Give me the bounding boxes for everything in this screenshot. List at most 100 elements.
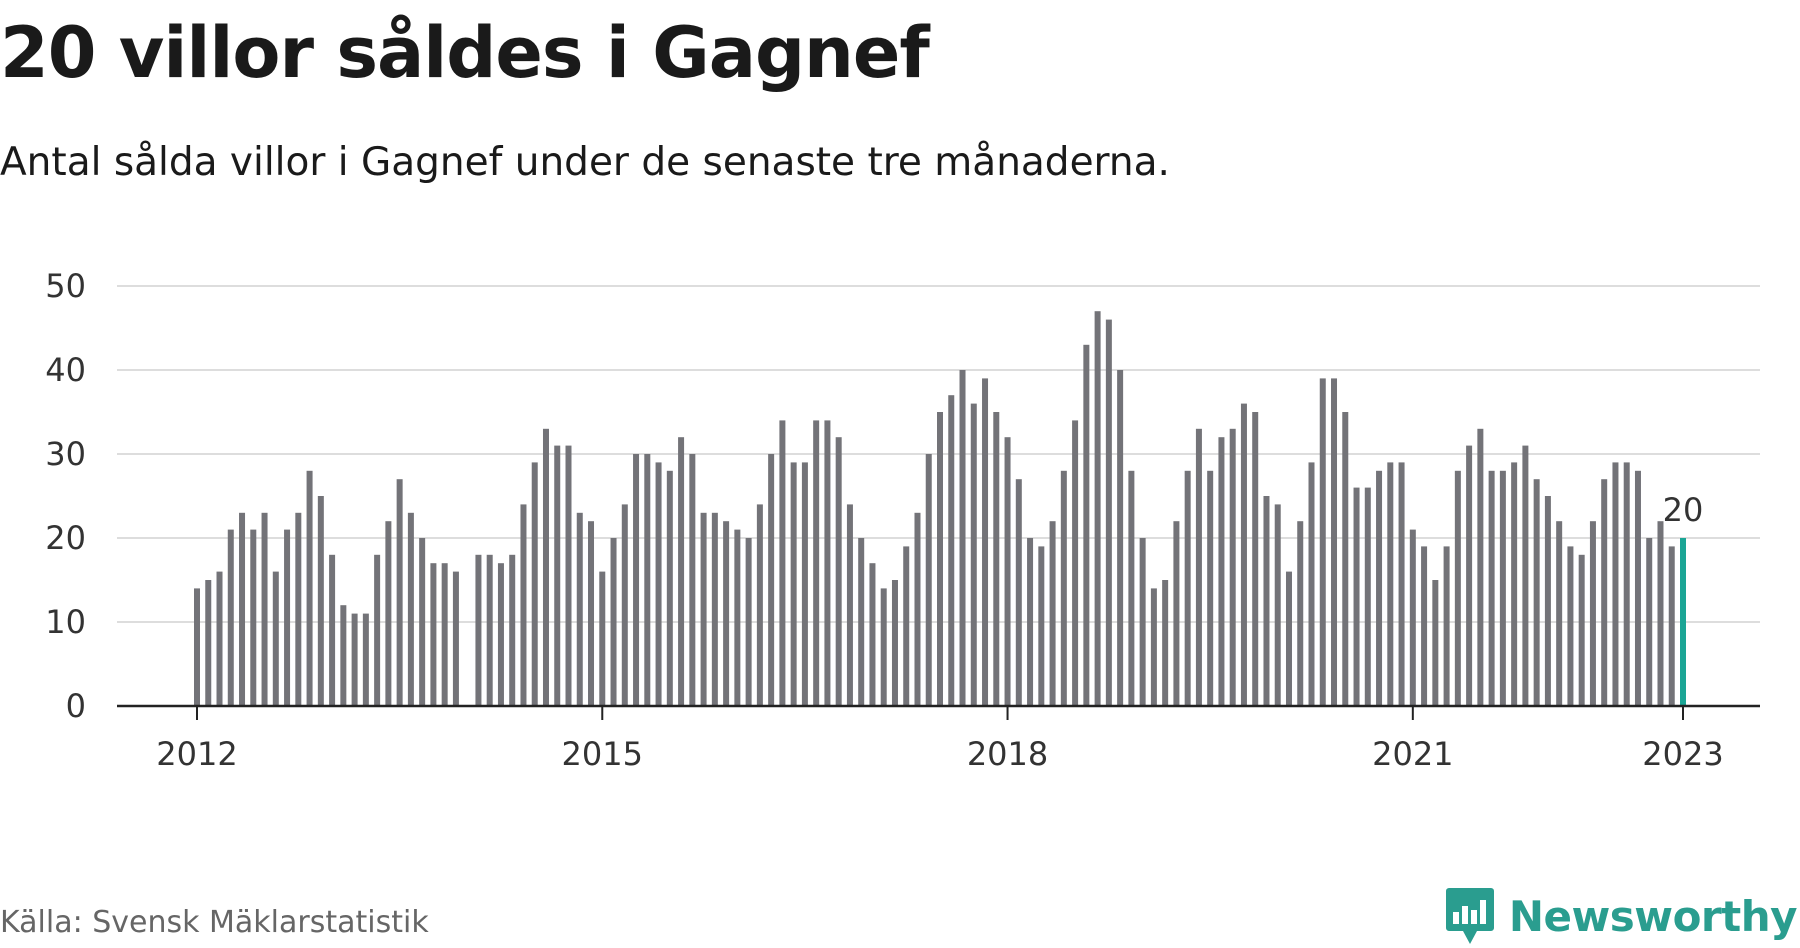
y-tick-label: 50 bbox=[45, 267, 86, 305]
bar bbox=[914, 512, 921, 706]
brand-logo[interactable]: Newsworthy bbox=[1445, 886, 1798, 946]
highlight-bar bbox=[1680, 538, 1686, 706]
bar bbox=[666, 470, 673, 706]
bar bbox=[1612, 462, 1619, 706]
bar bbox=[723, 521, 730, 706]
bar bbox=[227, 529, 234, 706]
bar bbox=[745, 538, 752, 706]
y-tick-label: 20 bbox=[45, 519, 86, 557]
bar bbox=[475, 554, 482, 706]
bar bbox=[1657, 521, 1664, 706]
bar bbox=[486, 554, 493, 706]
bar bbox=[306, 470, 313, 706]
bar bbox=[1150, 588, 1157, 706]
bar bbox=[317, 496, 324, 706]
data-labels: 20 bbox=[1663, 491, 1704, 529]
bar bbox=[1004, 437, 1011, 706]
bar bbox=[1105, 319, 1112, 706]
bar bbox=[216, 571, 223, 706]
bar bbox=[970, 403, 977, 706]
bar bbox=[880, 588, 887, 706]
x-tick-label: 2021 bbox=[1372, 735, 1453, 773]
bar bbox=[801, 462, 808, 706]
bar bbox=[1601, 479, 1608, 706]
bar bbox=[1308, 462, 1315, 706]
bars bbox=[194, 311, 1686, 706]
bar bbox=[869, 563, 876, 706]
bar bbox=[554, 445, 561, 706]
bar bbox=[497, 563, 504, 706]
bar bbox=[925, 454, 932, 706]
bar bbox=[1049, 521, 1056, 706]
bar bbox=[295, 512, 302, 706]
bar bbox=[1556, 521, 1563, 706]
bar bbox=[1094, 311, 1101, 706]
bar bbox=[441, 563, 448, 706]
bar bbox=[858, 538, 865, 706]
bar bbox=[261, 512, 268, 706]
bar bbox=[678, 437, 685, 706]
bar bbox=[1173, 521, 1180, 706]
brand-name: Newsworthy bbox=[1508, 891, 1798, 941]
bar bbox=[194, 588, 200, 706]
bar bbox=[1477, 428, 1484, 706]
bar bbox=[1207, 470, 1214, 706]
bar bbox=[1454, 470, 1461, 706]
bar bbox=[1060, 470, 1067, 706]
bar-chart: 0 10 20 30 40 50 2012 2015 2018 2021 2023 20 bbox=[45, 267, 1760, 773]
bar bbox=[1387, 462, 1394, 706]
source-note: Källa: Svensk Mäklarstatistik bbox=[0, 905, 429, 940]
chart-title: 20 villor såldes i Gagnef bbox=[0, 12, 930, 94]
x-tick-label: 2023 bbox=[1642, 735, 1723, 773]
bar bbox=[700, 512, 707, 706]
bar bbox=[1589, 521, 1596, 706]
bar bbox=[1623, 462, 1630, 706]
bar bbox=[419, 538, 426, 706]
bar bbox=[1668, 546, 1675, 706]
bar bbox=[430, 563, 437, 706]
x-tick-label: 2015 bbox=[562, 735, 643, 773]
bar bbox=[396, 479, 403, 706]
bar bbox=[385, 521, 392, 706]
bar bbox=[1139, 538, 1146, 706]
bar bbox=[1015, 479, 1022, 706]
bar bbox=[1421, 546, 1428, 706]
bar bbox=[1319, 378, 1326, 706]
bar bbox=[711, 512, 718, 706]
y-tick-label: 0 bbox=[66, 687, 86, 725]
bar bbox=[1027, 538, 1034, 706]
bar bbox=[768, 454, 775, 706]
bar bbox=[542, 428, 549, 706]
bar bbox=[362, 613, 369, 706]
highlight-data-label: 20 bbox=[1663, 491, 1704, 529]
bar bbox=[1195, 428, 1202, 706]
bar bbox=[565, 445, 572, 706]
bar bbox=[1184, 470, 1191, 706]
bar bbox=[655, 462, 662, 706]
bar bbox=[1466, 445, 1473, 706]
bar bbox=[1274, 504, 1281, 706]
bar bbox=[340, 605, 347, 706]
y-tick-label: 40 bbox=[45, 351, 86, 389]
bar bbox=[1376, 470, 1383, 706]
bar bbox=[520, 504, 527, 706]
bar bbox=[1331, 378, 1338, 706]
y-tick-label: 10 bbox=[45, 603, 86, 641]
bar bbox=[351, 613, 358, 706]
bar bbox=[452, 571, 459, 706]
bar bbox=[1285, 571, 1292, 706]
bar bbox=[1218, 437, 1225, 706]
bar bbox=[982, 378, 989, 706]
bar bbox=[205, 580, 212, 706]
bar bbox=[1128, 470, 1135, 706]
bar bbox=[1646, 538, 1653, 706]
bar bbox=[599, 571, 606, 706]
bar bbox=[1499, 470, 1506, 706]
x-tick-label: 2018 bbox=[967, 735, 1048, 773]
bar bbox=[1240, 403, 1247, 706]
bar bbox=[846, 504, 853, 706]
bar bbox=[588, 521, 595, 706]
bar bbox=[1544, 496, 1551, 706]
bar bbox=[1117, 370, 1124, 706]
bar bbox=[937, 412, 943, 706]
